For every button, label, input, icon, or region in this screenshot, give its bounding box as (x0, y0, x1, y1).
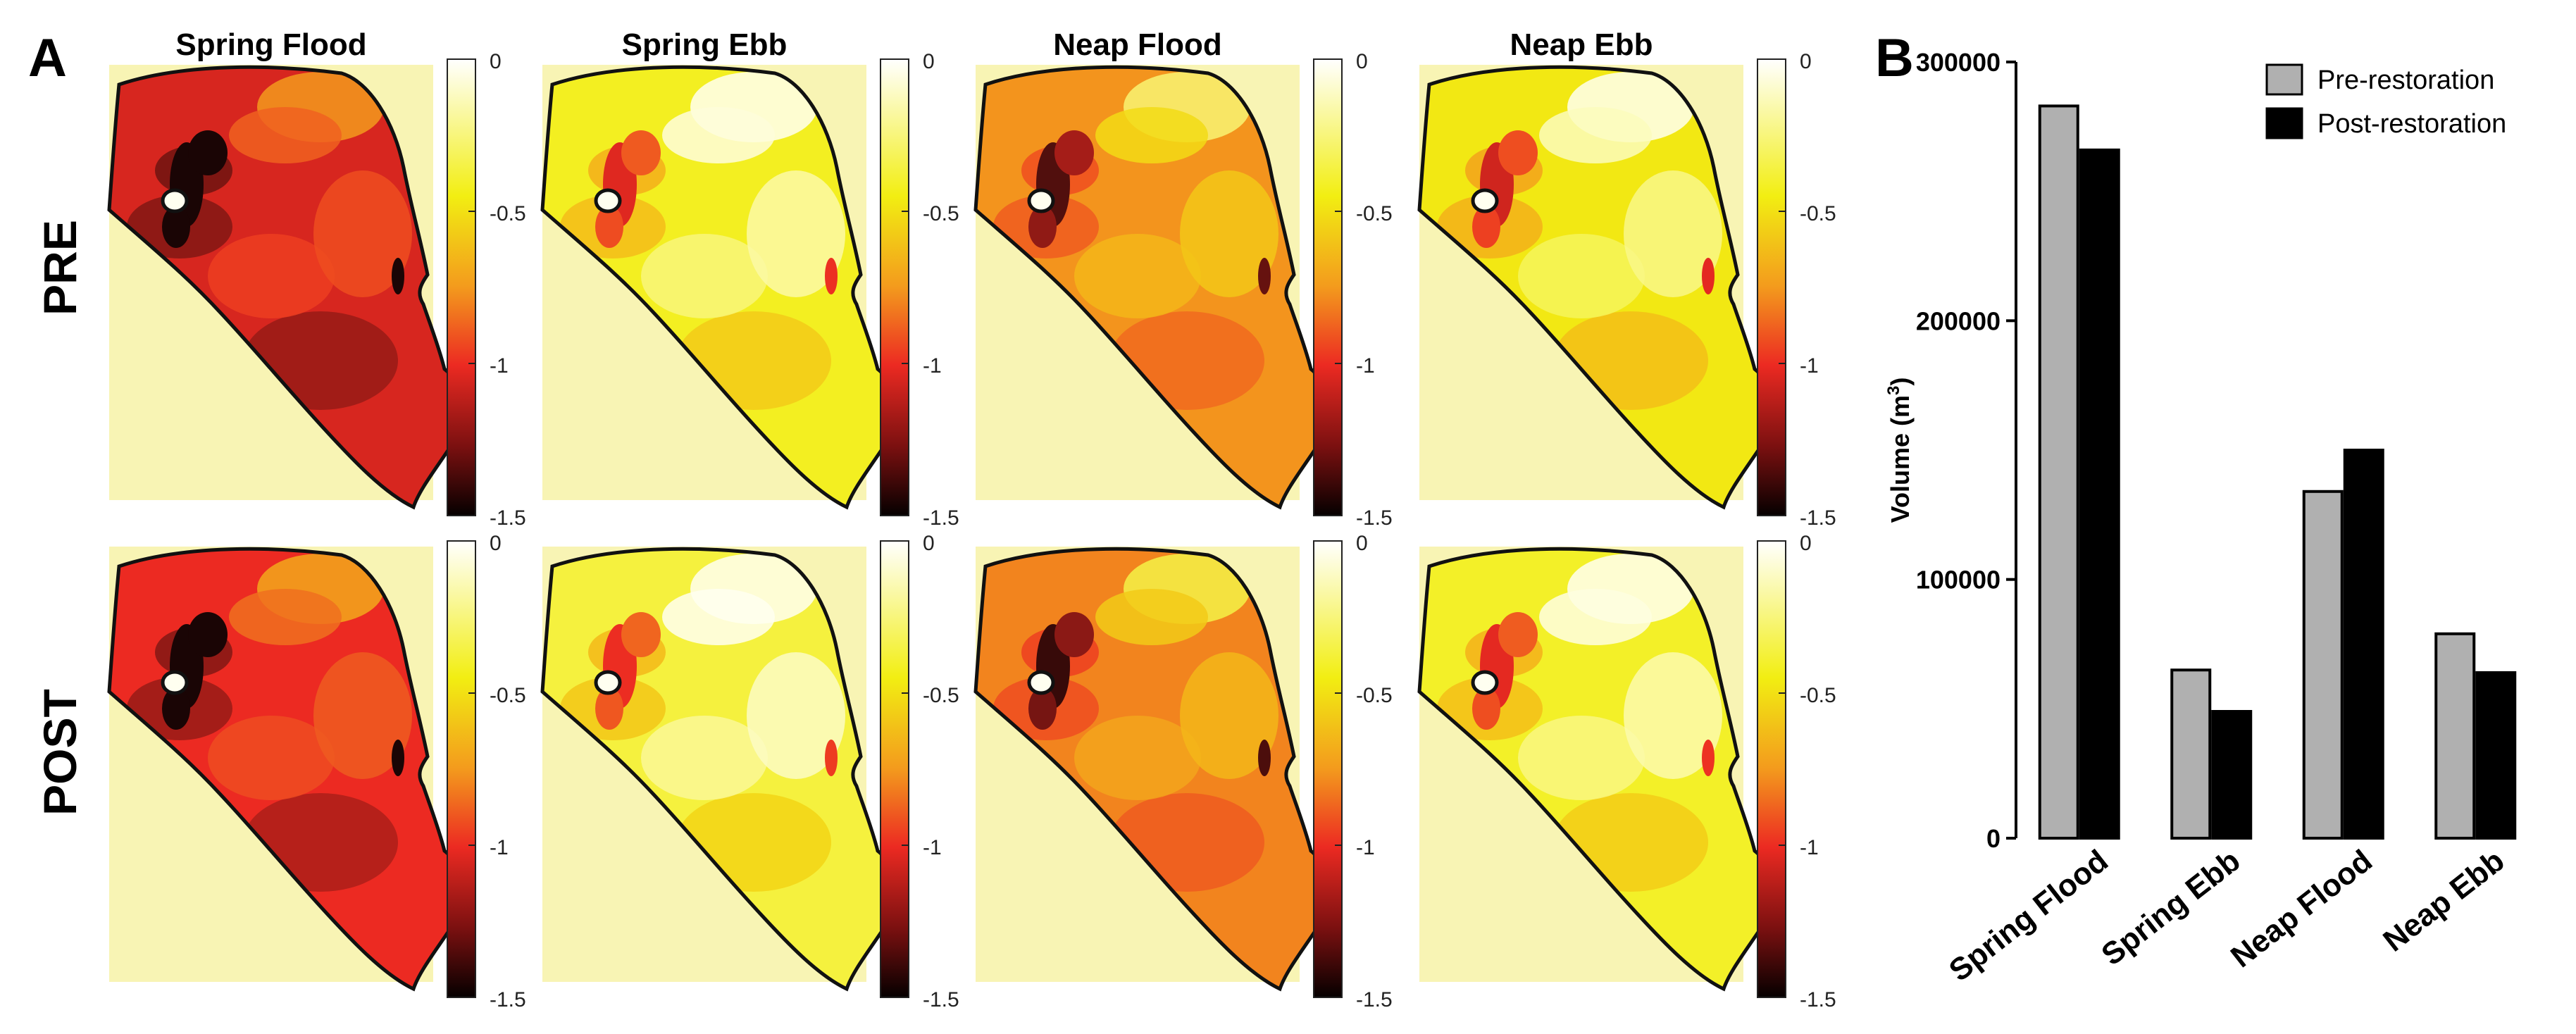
panel-a-label: A (28, 28, 67, 88)
colorbar-gradient (447, 540, 476, 998)
colorbar-tick-label: -0.5 (1356, 684, 1393, 707)
legend-swatch-pre-restoration (2265, 63, 2303, 96)
column-title-spring-flood: Spring Flood (175, 27, 366, 62)
colorbar-tick-label: -1.5 (1800, 988, 1836, 1011)
colorbar-tick-label: -1 (1800, 836, 1819, 859)
bar-chart: 0 100000 200000 300000 Volume (m3) Spring Flo… (1884, 48, 2517, 988)
x-tick-label-spring-ebb: Spring Ebb (2095, 843, 2246, 972)
colorbar-tick-label: 0 (923, 532, 935, 555)
colorbar-tick-label: -0.5 (923, 684, 959, 707)
map-post-neap-flood (969, 547, 1335, 1004)
y-tick-label: 0 (1986, 824, 2001, 853)
bar-post-restoration-spring-flood (2079, 148, 2120, 840)
map-pre-spring-flood (102, 65, 468, 523)
colorbar-gradient (447, 58, 476, 516)
colorbar-tick-label: -0.5 (1356, 202, 1393, 225)
island-marker (594, 670, 622, 695)
island-marker (1471, 188, 1499, 213)
panel-b: B 0 100000 200000 300000 Volume (m3) Spring F… (1875, 28, 2517, 988)
colorbar-tick-label: -1 (1800, 354, 1819, 378)
map-grid: Spring Flood Spring Ebb Neap Flood Neap Ebb… (102, 27, 1836, 1011)
x-tick-label-neap-flood: Neap Flood (2225, 843, 2379, 974)
colorbar-gradient (880, 540, 909, 998)
bar-post-restoration-spring-ebb (2211, 710, 2253, 840)
row-label-post: POST (34, 689, 86, 816)
bar-post-restoration-neap-ebb (2475, 671, 2517, 840)
colorbar-tick-label: -1.5 (490, 988, 526, 1011)
colorbar-tick-label: -0.5 (923, 202, 959, 225)
colorbar-tick-label: -1.5 (1356, 988, 1393, 1011)
legend-label-post-restoration: Post-restoration (2317, 109, 2506, 139)
island-marker (1027, 670, 1055, 695)
island-marker (1471, 670, 1499, 695)
colorbar-tick-label: -1.5 (1356, 506, 1393, 530)
colorbar: 0 -0.5 -1 -1.5 (1757, 50, 1836, 530)
column-title-neap-flood: Neap Flood (1053, 27, 1222, 62)
bar-pre-restoration-spring-ebb (2170, 668, 2212, 840)
colorbar: 0 -0.5 -1 -1.5 (1313, 532, 1393, 1011)
colorbar-tick-label: -0.5 (490, 202, 526, 225)
colorbar-gradient (1757, 58, 1786, 516)
legend: Pre-restoration Post-restoration (2265, 63, 2506, 139)
island-marker (1027, 188, 1055, 213)
x-tick-label-neap-ebb: Neap Ebb (2377, 843, 2510, 959)
colorbar-gradient (880, 58, 909, 516)
map-post-spring-flood (102, 547, 468, 1004)
map-post-spring-ebb (535, 547, 902, 1004)
bar-post-restoration-neap-flood (2343, 449, 2384, 840)
bar-pre-restoration-neap-ebb (2434, 632, 2476, 840)
column-title-neap-ebb: Neap Ebb (1510, 27, 1653, 62)
colorbar-gradient (1757, 540, 1786, 998)
colorbar-tick-label: -1.5 (923, 506, 959, 530)
colorbar-tick-label: 0 (923, 50, 935, 73)
colorbar-tick-label: 0 (490, 50, 502, 73)
map-pre-spring-ebb (535, 65, 902, 523)
colorbar: 0 -0.5 -1 -1.5 (447, 50, 526, 530)
colorbar-tick-label: -1 (923, 354, 942, 378)
colorbar-gradient (1313, 540, 1343, 998)
colorbar-gradient (1313, 58, 1343, 516)
map-pre-neap-flood (969, 65, 1335, 523)
colorbar: 0 -0.5 -1 -1.5 (880, 50, 959, 530)
legend-label-pre-restoration: Pre-restoration (2317, 66, 2494, 95)
colorbar-tick-label: -1 (1356, 836, 1375, 859)
colorbar-tick-label: -1 (490, 836, 509, 859)
map-pre-neap-ebb (1412, 65, 1779, 523)
y-tick-label: 300000 (1916, 48, 2001, 77)
x-tick-label-spring-flood: Spring Flood (1943, 843, 2115, 988)
bar-pre-restoration-neap-flood (2302, 490, 2344, 840)
colorbar-tick-label: -1 (923, 836, 942, 859)
colorbar-tick-label: 0 (1800, 532, 1812, 555)
colorbar-tick-label: -0.5 (490, 684, 526, 707)
island-marker (161, 670, 189, 695)
colorbar-tick-label: -1.5 (490, 506, 526, 530)
column-title-spring-ebb: Spring Ebb (622, 27, 788, 62)
colorbar: 0 -0.5 -1 -1.5 (447, 532, 526, 1011)
colorbar-tick-label: 0 (490, 532, 502, 555)
map-post-neap-ebb (1412, 547, 1779, 1004)
island-marker (161, 188, 189, 213)
colorbar-tick-label: -1.5 (923, 988, 959, 1011)
colorbar-tick-label: 0 (1800, 50, 1812, 73)
colorbar-tick-label: -1.5 (1800, 506, 1836, 530)
panel-b-label: B (1875, 28, 1914, 88)
colorbar-tick-label: -0.5 (1800, 202, 1836, 225)
y-axis-label: Volume (m3) (1884, 378, 1915, 523)
colorbar: 0 -0.5 -1 -1.5 (1313, 50, 1393, 530)
colorbar-tick-label: -0.5 (1800, 684, 1836, 707)
y-tick-label: 200000 (1916, 306, 2001, 335)
colorbar-tick-label: -1 (490, 354, 509, 378)
y-tick-label: 100000 (1916, 566, 2001, 594)
colorbar-tick-label: 0 (1356, 50, 1368, 73)
bar-pre-restoration-spring-flood (2038, 104, 2079, 840)
colorbar: 0 -0.5 -1 -1.5 (1757, 532, 1836, 1011)
panel-a: A PRE POST Spring Flood Spring Ebb Neap Fl… (28, 27, 1836, 1011)
island-marker (594, 188, 622, 213)
colorbar-tick-label: -1 (1356, 354, 1375, 378)
colorbar-tick-label: 0 (1356, 532, 1368, 555)
legend-swatch-post-restoration (2265, 107, 2303, 139)
row-label-pre: PRE (34, 220, 86, 316)
colorbar: 0 -0.5 -1 -1.5 (880, 532, 959, 1011)
